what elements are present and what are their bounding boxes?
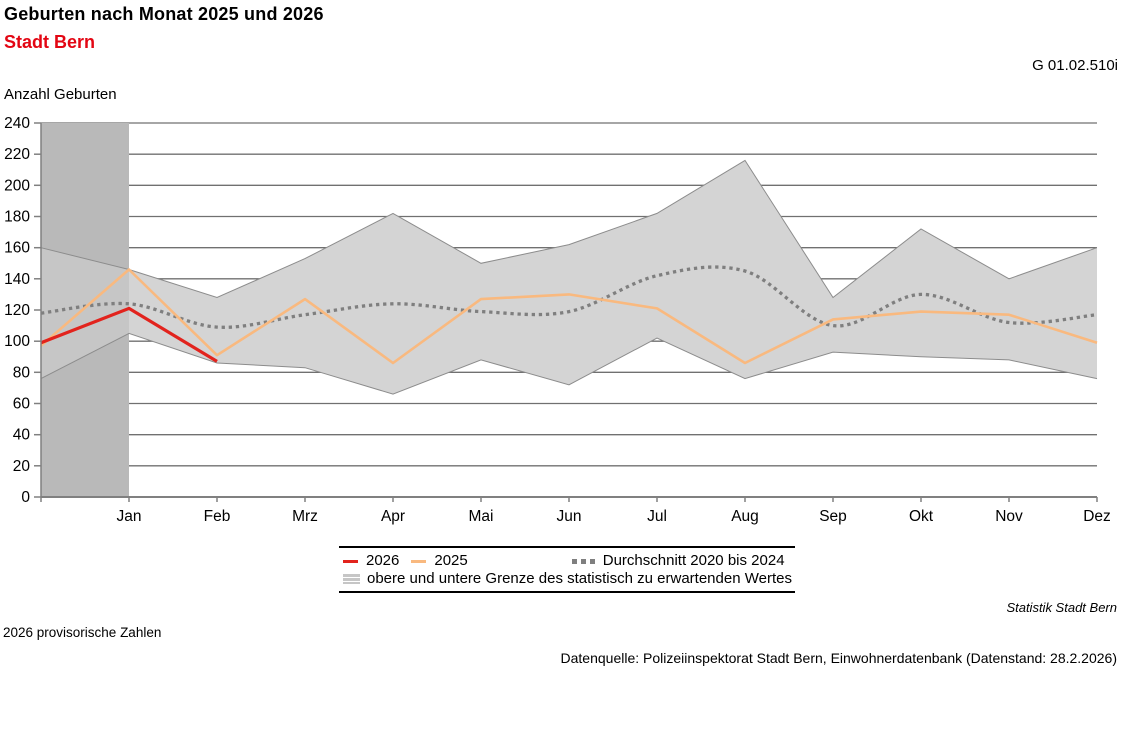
y-tick-label: 240 xyxy=(4,115,30,132)
legend-swatch-band xyxy=(343,574,360,584)
x-tick-label: Apr xyxy=(381,508,405,525)
legend-label-2025: 2025 xyxy=(434,552,468,569)
legend-swatch-average-dotted xyxy=(571,558,595,564)
x-tick-label: Aug xyxy=(731,508,759,525)
y-tick-label: 20 xyxy=(13,458,31,475)
y-tick-label: 40 xyxy=(13,427,31,444)
x-tick-label: Jun xyxy=(557,508,582,525)
y-tick-label: 0 xyxy=(21,489,30,506)
y-tick-label: 100 xyxy=(4,333,30,350)
x-tick-label: Jan xyxy=(117,508,142,525)
x-tick-label: Mai xyxy=(469,508,494,525)
page-title: Geburten nach Monat 2025 und 2026 xyxy=(4,4,324,24)
x-tick-label: Sep xyxy=(819,508,847,525)
legend-row-1: 2026 2025 Durchschnitt 2020 bis 2024 xyxy=(343,552,795,570)
legend-row-2: obere und untere Grenze des statistisch … xyxy=(343,570,795,588)
y-tick-label: 80 xyxy=(13,364,31,381)
x-tick-label: Nov xyxy=(995,508,1023,525)
source-note: Datenquelle: Polizeiinspektorat Stadt Be… xyxy=(560,650,1117,666)
y-tick-label: 120 xyxy=(4,302,30,319)
y-tick-label: 200 xyxy=(4,177,30,194)
y-tick-label: 180 xyxy=(4,209,30,226)
page-subtitle: Stadt Bern xyxy=(4,32,96,52)
legend-swatch-2026 xyxy=(343,559,358,563)
y-axis-title: Anzahl Geburten xyxy=(4,86,117,103)
y-tick-label: 140 xyxy=(4,271,30,288)
x-tick-label: Jul xyxy=(647,508,667,525)
x-tick-label: Dez xyxy=(1083,508,1111,525)
chart-legend: 2026 2025 Durchschnitt 2020 bis 2024 obe… xyxy=(339,546,795,593)
x-tick-label: Feb xyxy=(204,508,231,525)
legend-label-2026: 2026 xyxy=(366,552,400,569)
brand-note: Statistik Stadt Bern xyxy=(1006,600,1117,615)
legend-label-band: obere und untere Grenze des statistisch … xyxy=(367,570,792,587)
y-tick-label: 60 xyxy=(13,396,31,413)
legend-label-average: Durchschnitt 2020 bis 2024 xyxy=(602,552,785,569)
y-tick-label: 160 xyxy=(4,240,30,257)
figure-id: G 01.02.510i xyxy=(1032,57,1118,74)
footnote-provisional: 2026 provisorische Zahlen xyxy=(3,625,162,640)
x-tick-label: Okt xyxy=(909,508,934,525)
x-tick-label: Mrz xyxy=(292,508,318,525)
legend-swatch-2025 xyxy=(411,559,427,563)
y-tick-label: 220 xyxy=(4,146,30,163)
